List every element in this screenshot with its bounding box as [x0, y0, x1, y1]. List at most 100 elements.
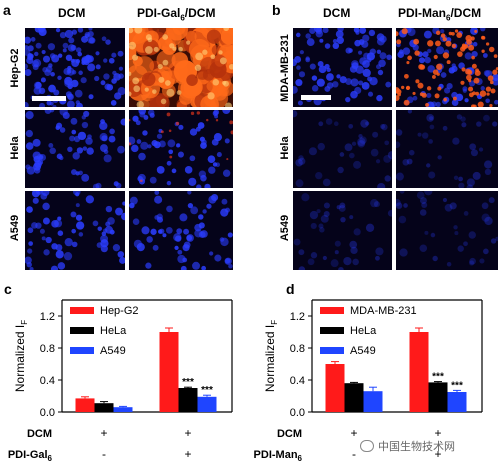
legend-swatch-a549: [70, 347, 94, 354]
scale-bar-b: [301, 95, 331, 100]
significance-mark: ***: [182, 377, 194, 388]
micrograph-texture: [293, 193, 392, 270]
bar-hep-g2: [159, 332, 179, 412]
scale-bar-a: [32, 96, 66, 101]
y-axis-label-main: Normalized I: [13, 325, 27, 392]
wechat-icon: [360, 440, 374, 452]
bar-hela: [178, 388, 198, 412]
legend-swatch-hela: [70, 327, 94, 334]
condition-label-main: DCM: [27, 428, 52, 440]
condition-label: DCM: [27, 428, 52, 440]
y-tick-label: 0.0: [290, 407, 305, 419]
micrograph-texture: [129, 191, 233, 270]
micrograph-a-r3c2: [129, 191, 233, 270]
panel-a-col-title-treated: PDI-Gal6/DCM: [137, 6, 215, 22]
bar-hela: [344, 383, 364, 412]
significance-mark: ***: [432, 372, 444, 383]
micrograph-texture: [25, 110, 125, 188]
bar-hep-g2: [75, 398, 95, 412]
micrograph-a-r1c2: [129, 28, 233, 107]
micrograph-texture: [129, 110, 233, 188]
condition-mark: +: [100, 426, 107, 440]
micrograph-b-r2c1: [293, 110, 392, 188]
micrograph-a-r2c1: [25, 110, 125, 188]
panel-a-col-title-dcm: DCM: [58, 6, 86, 20]
micrograph-texture: [293, 28, 392, 106]
condition-mark: +: [434, 447, 441, 461]
legend-label-a549: A549: [100, 345, 126, 357]
y-axis-label-sub: F: [20, 320, 29, 325]
condition-mark: -: [352, 447, 356, 461]
condition-label-main: PDI-Man: [254, 449, 298, 461]
legend-swatch-hela: [320, 327, 344, 334]
legend-label-hela: HeLa: [100, 325, 127, 337]
micrograph-texture: [396, 110, 498, 188]
y-axis-label: Normalized IF: [263, 320, 279, 392]
micrograph-b-r1c1: [293, 28, 392, 107]
legend-label-hep-g2: Hep-G2: [100, 305, 139, 317]
panel-b-row-label-1: MDA-MB-231: [279, 34, 291, 102]
bar-a549: [197, 396, 217, 412]
condition-mark: +: [184, 426, 191, 440]
panel-a-col-title-sub: 6: [180, 13, 185, 23]
y-tick-label: 0.8: [290, 343, 305, 355]
panel-letter-b: b: [272, 2, 281, 18]
y-axis-label-sub: F: [270, 320, 279, 325]
panel-letter-d: d: [286, 281, 295, 297]
bar-chart-c: c 0.0 0.4 0.8 1.2 Normalized IF *** *** Hep-G2 He…: [4, 281, 233, 463]
legend-swatch-hep-g2: [70, 307, 94, 314]
panel-b-row-label-3: A549: [279, 214, 291, 242]
condition-label-sub: 6: [298, 454, 303, 463]
y-tick-label: 1.2: [40, 311, 55, 323]
panel-letter-a: a: [3, 2, 11, 18]
legend-swatch-mda-mb-231: [320, 307, 344, 314]
micrograph-b-r3c1: [293, 191, 392, 270]
bar-hela: [428, 382, 448, 412]
micrograph-texture: [396, 28, 498, 107]
panel-b-col-title-sub: 6: [446, 13, 451, 23]
bar-mda-mb-231: [325, 364, 345, 412]
panel-letter-c: c: [4, 281, 12, 297]
condition-mark: -: [102, 447, 106, 461]
bar-a549: [363, 391, 383, 412]
legend-swatch-a549: [320, 347, 344, 354]
panel-a-row-label-3: A549: [9, 214, 21, 242]
y-axis-label: Normalized IF: [13, 320, 29, 392]
y-tick-label: 0.8: [40, 343, 55, 355]
y-tick-label: 0.0: [40, 407, 55, 419]
y-axis-label-main: Normalized I: [263, 325, 277, 392]
y-tick-label: 0.4: [290, 375, 305, 387]
panel-b-row-label-2: Hela: [279, 136, 291, 160]
panel-a-col-title-suffix: /DCM: [184, 6, 216, 20]
condition-label: PDI-Gal6: [8, 449, 53, 463]
legend-label-hela: HeLa: [350, 325, 377, 337]
watermark-text: 中国生物技术网: [378, 440, 455, 453]
bar-a549: [447, 392, 467, 412]
panel-b-col-title-treated: PDI-Man6/DCM: [398, 6, 481, 22]
panel-a-col-title-treated-main: PDI-Gal: [137, 6, 181, 20]
condition-mark: +: [434, 426, 441, 440]
condition-mark: +: [184, 447, 191, 461]
legend-label-a549: A549: [350, 345, 376, 357]
micrograph-b-r2c2: [396, 110, 498, 188]
micrograph-texture: [129, 28, 233, 107]
panel-b-col-title-treated-main: PDI-Man: [398, 6, 446, 20]
micrograph-a-r3c1: [25, 191, 125, 270]
micrograph-b-r3c2: [396, 191, 498, 270]
panel-b-col-title-dcm: DCM: [323, 6, 351, 20]
micrograph-b-r1c2: [396, 28, 498, 107]
panel-a-row-label-1: Hep-G2: [9, 48, 21, 88]
condition-label-sub: 6: [48, 454, 53, 463]
y-tick-label: 1.2: [290, 311, 305, 323]
micrograph-a-r2c2: [129, 110, 233, 188]
panel-a-row-label-2: Hela: [9, 136, 21, 160]
significance-mark: ***: [451, 380, 463, 391]
condition-label: PDI-Man6: [254, 449, 303, 463]
bar-mda-mb-231: [409, 332, 429, 412]
significance-mark: ***: [201, 385, 213, 396]
legend-label-mda-mb-231: MDA-MB-231: [350, 305, 417, 317]
condition-mark: +: [350, 426, 357, 440]
condition-label-main: PDI-Gal: [8, 449, 48, 461]
condition-label: DCM: [277, 428, 302, 440]
y-tick-label: 0.4: [40, 375, 55, 387]
